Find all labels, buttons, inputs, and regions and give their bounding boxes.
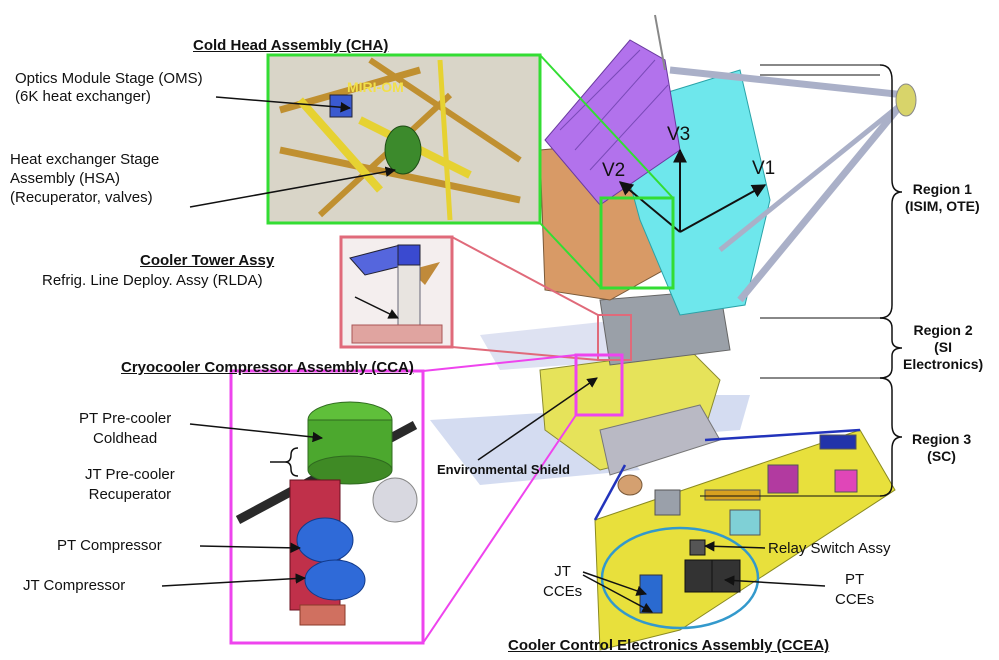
cha-title: Cold Head Assembly (CHA) xyxy=(193,37,389,54)
ccea-component xyxy=(819,434,857,450)
ccea-component xyxy=(711,559,741,593)
ccea-component xyxy=(684,559,714,593)
radiator-panel xyxy=(544,39,681,206)
callout-arrows xyxy=(161,96,826,613)
region-2-label: Region 2 (SI Electronics) xyxy=(903,322,984,372)
rlda-label: Refrig. Line Deploy. Assy (RLDA) xyxy=(42,272,263,289)
sunshield-layer xyxy=(480,320,640,370)
region-1-label: Region 1 (ISIM, OTE) xyxy=(905,181,980,214)
cooler-tower-title: Cooler Tower Assy xyxy=(140,252,275,269)
aft-assembly xyxy=(617,474,643,496)
pt-compressor-label: PT Compressor xyxy=(57,537,162,554)
strut xyxy=(737,97,908,303)
shield-arrow xyxy=(477,377,598,461)
cca-title: Cryocooler Compressor Assembly (CCA) xyxy=(121,359,414,376)
jt-cces-label: JT CCEs xyxy=(543,563,583,600)
ccea-component xyxy=(654,489,681,516)
strut xyxy=(669,66,906,99)
ccea-board xyxy=(594,429,896,651)
jt-cces-arrow-a xyxy=(582,571,647,596)
ccea-component xyxy=(689,539,706,556)
region3-brace xyxy=(879,377,903,497)
rlda-arrow xyxy=(354,296,399,319)
cha-frame-group xyxy=(266,53,675,290)
ccea-component xyxy=(704,489,761,501)
pt-compressor-arrow xyxy=(199,542,302,554)
secondary-mirror xyxy=(895,83,917,117)
relay-switch-label: Relay Switch Assy xyxy=(768,540,891,557)
pt-precooler-arrow xyxy=(189,423,324,443)
cha-location-frame xyxy=(599,196,675,290)
ccea-title: Cooler Control Electronics Assembly (CCE… xyxy=(508,637,830,654)
spacecraft-axes xyxy=(618,148,767,233)
hsa-arrow xyxy=(189,166,397,208)
jt-cces-arrow-b xyxy=(582,574,653,613)
jt-compressor-arrow xyxy=(161,573,307,587)
strut xyxy=(718,103,902,252)
oms-label: Optics Module Stage (OMS) (6K heat excha… xyxy=(15,70,203,105)
cca-frame-group xyxy=(229,353,624,645)
hsa-label: Heat exchanger Stage Assembly (HSA) (Rec… xyxy=(10,151,160,206)
pt-cces-arrow xyxy=(723,575,826,587)
region-3-label: Region 3 (SC) xyxy=(912,431,972,464)
jt-compressor-body xyxy=(304,559,366,601)
ccea-component xyxy=(729,509,761,536)
pt-cces-label: PT CCEs xyxy=(835,571,875,608)
observatory-illustration xyxy=(430,14,917,651)
ccea-component xyxy=(767,464,799,494)
pt-precooler-label: PT Pre-cooler Coldhead xyxy=(79,410,172,447)
oms-arrow xyxy=(215,96,352,113)
region-brackets xyxy=(700,64,903,497)
relay-arrow xyxy=(703,541,766,552)
tower-frame-group xyxy=(339,235,632,361)
pt-compressor-body xyxy=(296,517,354,563)
cca-location-frame xyxy=(574,353,624,417)
v2-axis-label: V2 xyxy=(602,160,626,181)
region1-brace xyxy=(879,64,903,319)
v1-axis-label: V1 xyxy=(752,158,776,179)
region2-brace xyxy=(879,317,903,379)
v3-axis-label: V3 xyxy=(667,124,691,145)
jt-compressor-label: JT Compressor xyxy=(23,577,126,594)
jt-precooler-label: JT Pre-cooler Recuperator xyxy=(85,466,175,503)
environmental-shield-label: Environmental Shield xyxy=(437,462,570,477)
ccea-component xyxy=(834,469,858,493)
tower-location-frame xyxy=(597,314,632,361)
hsa-cylinder xyxy=(384,125,422,175)
miri-om-label: MIRI-OM xyxy=(347,79,404,95)
